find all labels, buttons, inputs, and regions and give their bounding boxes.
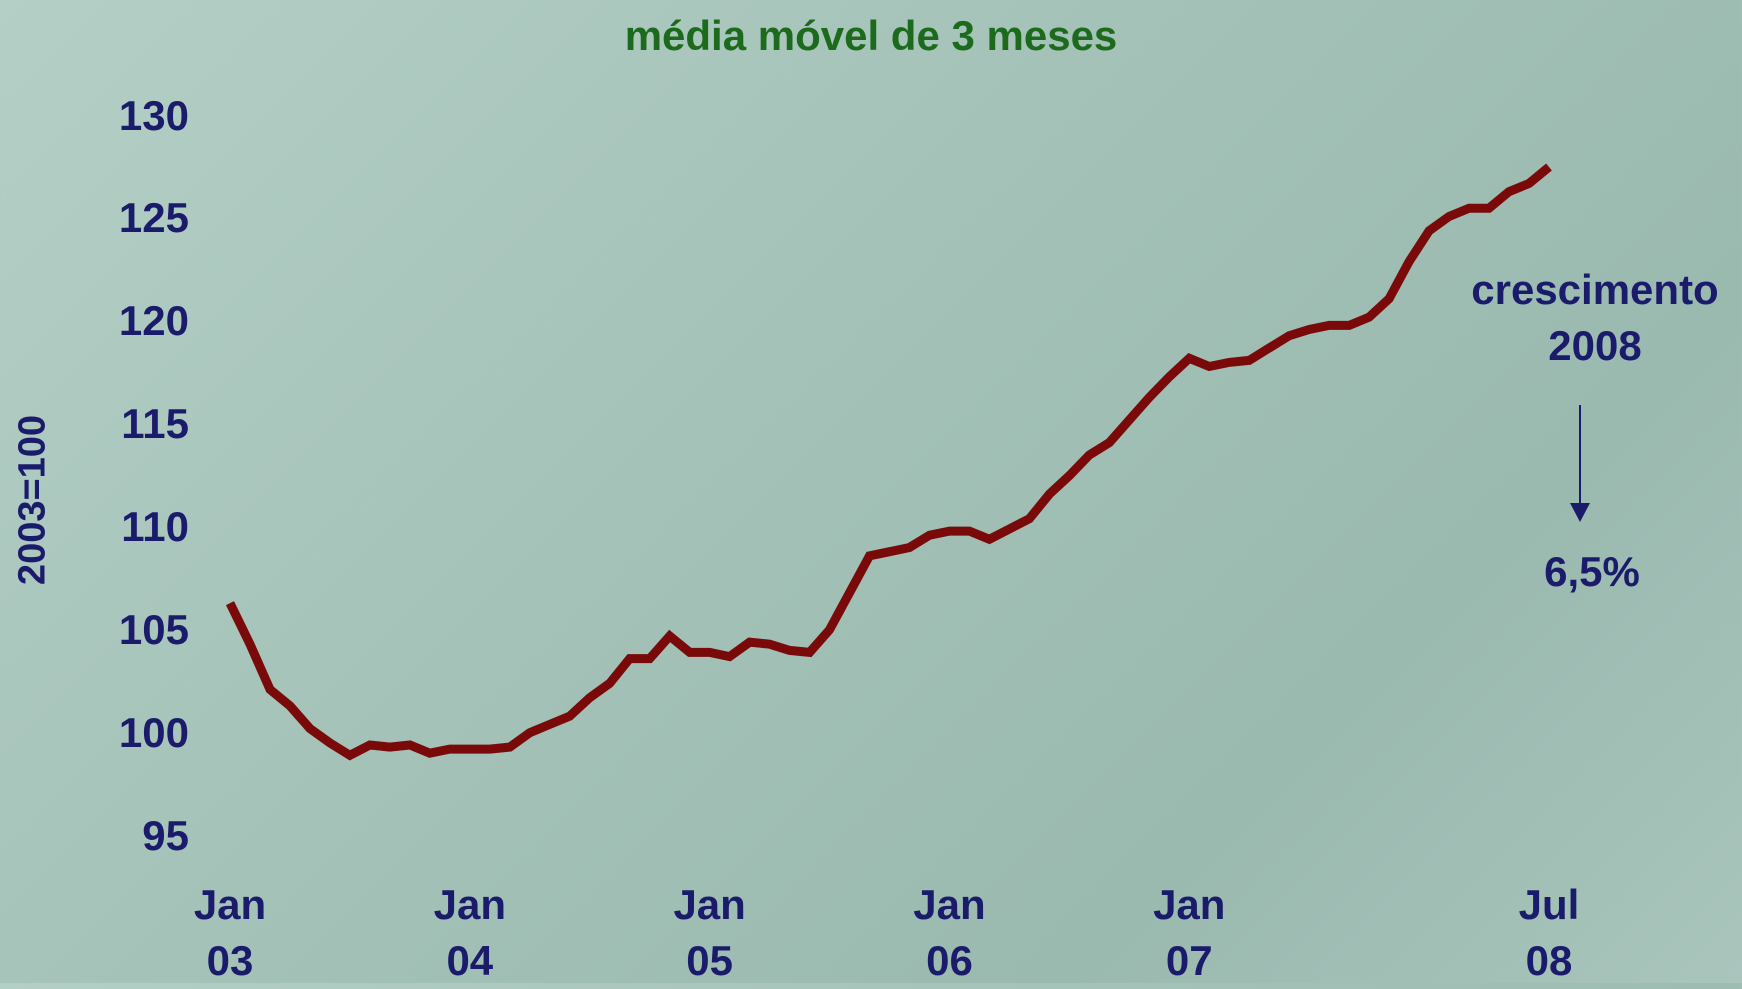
x-tick-label: Jan 07 — [1139, 877, 1239, 989]
y-tick-label: 100 — [69, 709, 189, 757]
y-tick-label: 125 — [69, 194, 189, 242]
x-tick-label: Jul 08 — [1499, 877, 1599, 989]
chart — [0, 0, 1742, 983]
y-tick-label: 115 — [69, 400, 189, 448]
annotation-arrowhead — [1570, 503, 1590, 522]
x-tick-label: Jan 06 — [899, 877, 999, 989]
x-tick-label: Jan 04 — [420, 877, 520, 989]
x-tick-label: Jan 03 — [180, 877, 280, 989]
y-tick-label: 105 — [69, 606, 189, 654]
y-tick-label: 130 — [69, 92, 189, 140]
page: média móvel de 3 meses 2003=100 crescime… — [0, 0, 1742, 983]
y-tick-label: 120 — [69, 297, 189, 345]
y-tick-label: 110 — [69, 503, 189, 551]
data-line — [230, 167, 1549, 755]
x-tick-label: Jan 05 — [660, 877, 760, 989]
y-tick-label: 95 — [69, 812, 189, 860]
